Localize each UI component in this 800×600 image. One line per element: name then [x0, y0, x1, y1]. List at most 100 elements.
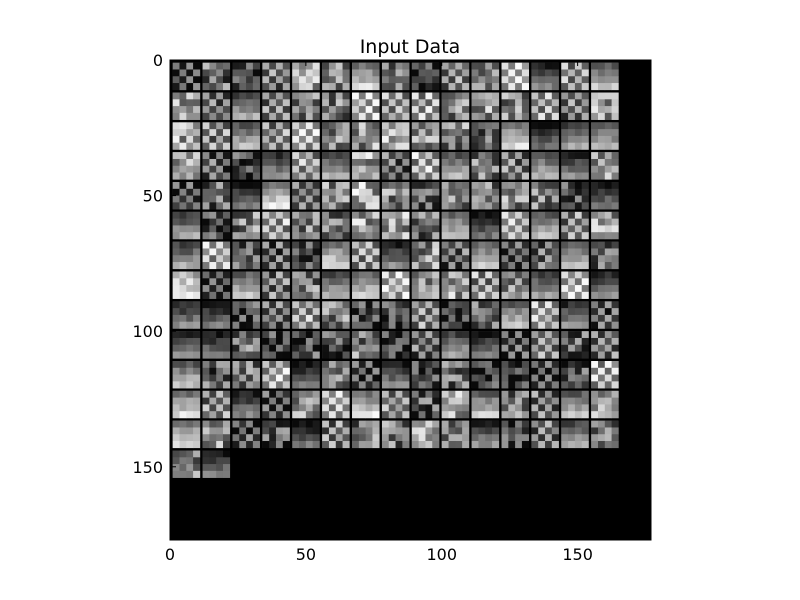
patch-texel: [611, 76, 619, 84]
patch-texel: [216, 411, 224, 419]
image-patch: [232, 390, 260, 419]
patch-texel: [591, 427, 599, 435]
patch-texel: [455, 331, 463, 339]
patch-texel: [352, 129, 360, 137]
patch-texel: [462, 351, 470, 359]
patch-texel: [551, 92, 559, 100]
patch-texel: [365, 397, 373, 405]
patch-texel: [312, 321, 320, 329]
patch-texel: [418, 434, 426, 442]
patch-texel: [478, 374, 486, 382]
patch-texel: [275, 92, 284, 100]
patch-texel: [561, 404, 569, 412]
patch-texel: [372, 195, 380, 203]
patch-texel: [551, 344, 559, 352]
patch-texel: [216, 152, 224, 160]
patch-texel: [425, 262, 433, 270]
patch-texel: [365, 99, 373, 107]
y-tick-label: 150: [132, 458, 163, 477]
patch-texel: [538, 112, 546, 120]
patch-texel: [568, 301, 576, 309]
patch-texel: [448, 76, 456, 84]
patch-texel: [179, 69, 187, 77]
patch-texel: [432, 135, 440, 144]
patch-texel: [521, 321, 530, 329]
patch-texel: [485, 99, 493, 107]
patch-texel: [328, 211, 337, 219]
patch-texel: [485, 285, 493, 293]
patch-texel: [193, 152, 201, 160]
image-patch: [591, 241, 619, 270]
patch-texel: [501, 331, 509, 339]
patch-texel: [335, 165, 343, 173]
patch-texel: [551, 331, 559, 339]
patch-texel: [179, 92, 187, 100]
patch-texel: [448, 99, 456, 107]
patch-texel: [342, 278, 350, 286]
patch-texel: [388, 441, 396, 449]
patch-texel: [598, 241, 606, 249]
patch-texel: [531, 202, 539, 210]
patch-texel: [388, 411, 396, 419]
patch-texel: [335, 285, 343, 293]
patch-texel: [299, 434, 307, 442]
patch-texel: [568, 158, 576, 167]
patch-texel: [432, 62, 440, 70]
patch-texel: [342, 195, 350, 203]
patch-texel: [335, 69, 343, 77]
patch-texel: [441, 225, 449, 233]
patch-texel: [328, 374, 337, 382]
patch-texel: [485, 165, 493, 173]
patch-texel: [538, 321, 546, 329]
patch-texel: [515, 301, 523, 309]
patch-texel: [335, 271, 343, 279]
patch-texel: [418, 291, 426, 299]
patch-texel: [352, 152, 360, 160]
patch-texel: [202, 152, 210, 160]
patch-texel: [202, 129, 210, 137]
patch-texel: [372, 361, 380, 369]
image-patch: [322, 420, 350, 449]
patch-texel: [551, 158, 559, 167]
patch-texel: [328, 248, 337, 256]
patch-texel: [501, 152, 509, 160]
patch-texel: [269, 135, 277, 144]
patch-texel: [531, 211, 539, 219]
patch-texel: [328, 99, 337, 107]
patch-texel: [471, 344, 479, 352]
patch-texel: [561, 241, 569, 249]
patch-texel: [508, 291, 516, 299]
patch-texel: [515, 278, 523, 286]
patch-texel: [328, 314, 337, 322]
patch-texel: [222, 62, 231, 70]
patch-texel: [179, 62, 187, 70]
patch-texel: [172, 291, 180, 299]
patch-texel: [411, 232, 419, 240]
patch-texel: [232, 351, 240, 359]
patch-texel: [292, 182, 300, 190]
patch-texel: [561, 381, 569, 389]
patch-texel: [269, 232, 277, 240]
patch-texel: [478, 271, 486, 279]
patch-texel: [425, 202, 433, 210]
patch-texel: [172, 337, 180, 346]
patch-texel: [193, 374, 201, 382]
patch-texel: [591, 285, 599, 293]
patch-texel: [222, 351, 231, 359]
patch-texel: [388, 76, 396, 84]
patch-texel: [372, 331, 380, 339]
patch-texel: [432, 291, 440, 299]
patch-texel: [515, 142, 523, 150]
patch-texel: [598, 344, 606, 352]
patch-texel: [246, 404, 254, 412]
image-patch: [501, 361, 530, 389]
patch-texel: [352, 262, 360, 270]
patch-texel: [186, 158, 194, 167]
patch-texel: [441, 361, 449, 369]
image-patch: [262, 211, 290, 240]
patch-texel: [275, 285, 284, 293]
patch-texel: [388, 390, 396, 398]
patch-texel: [598, 218, 606, 226]
patch-texel: [388, 271, 396, 279]
patch-texel: [299, 411, 307, 419]
